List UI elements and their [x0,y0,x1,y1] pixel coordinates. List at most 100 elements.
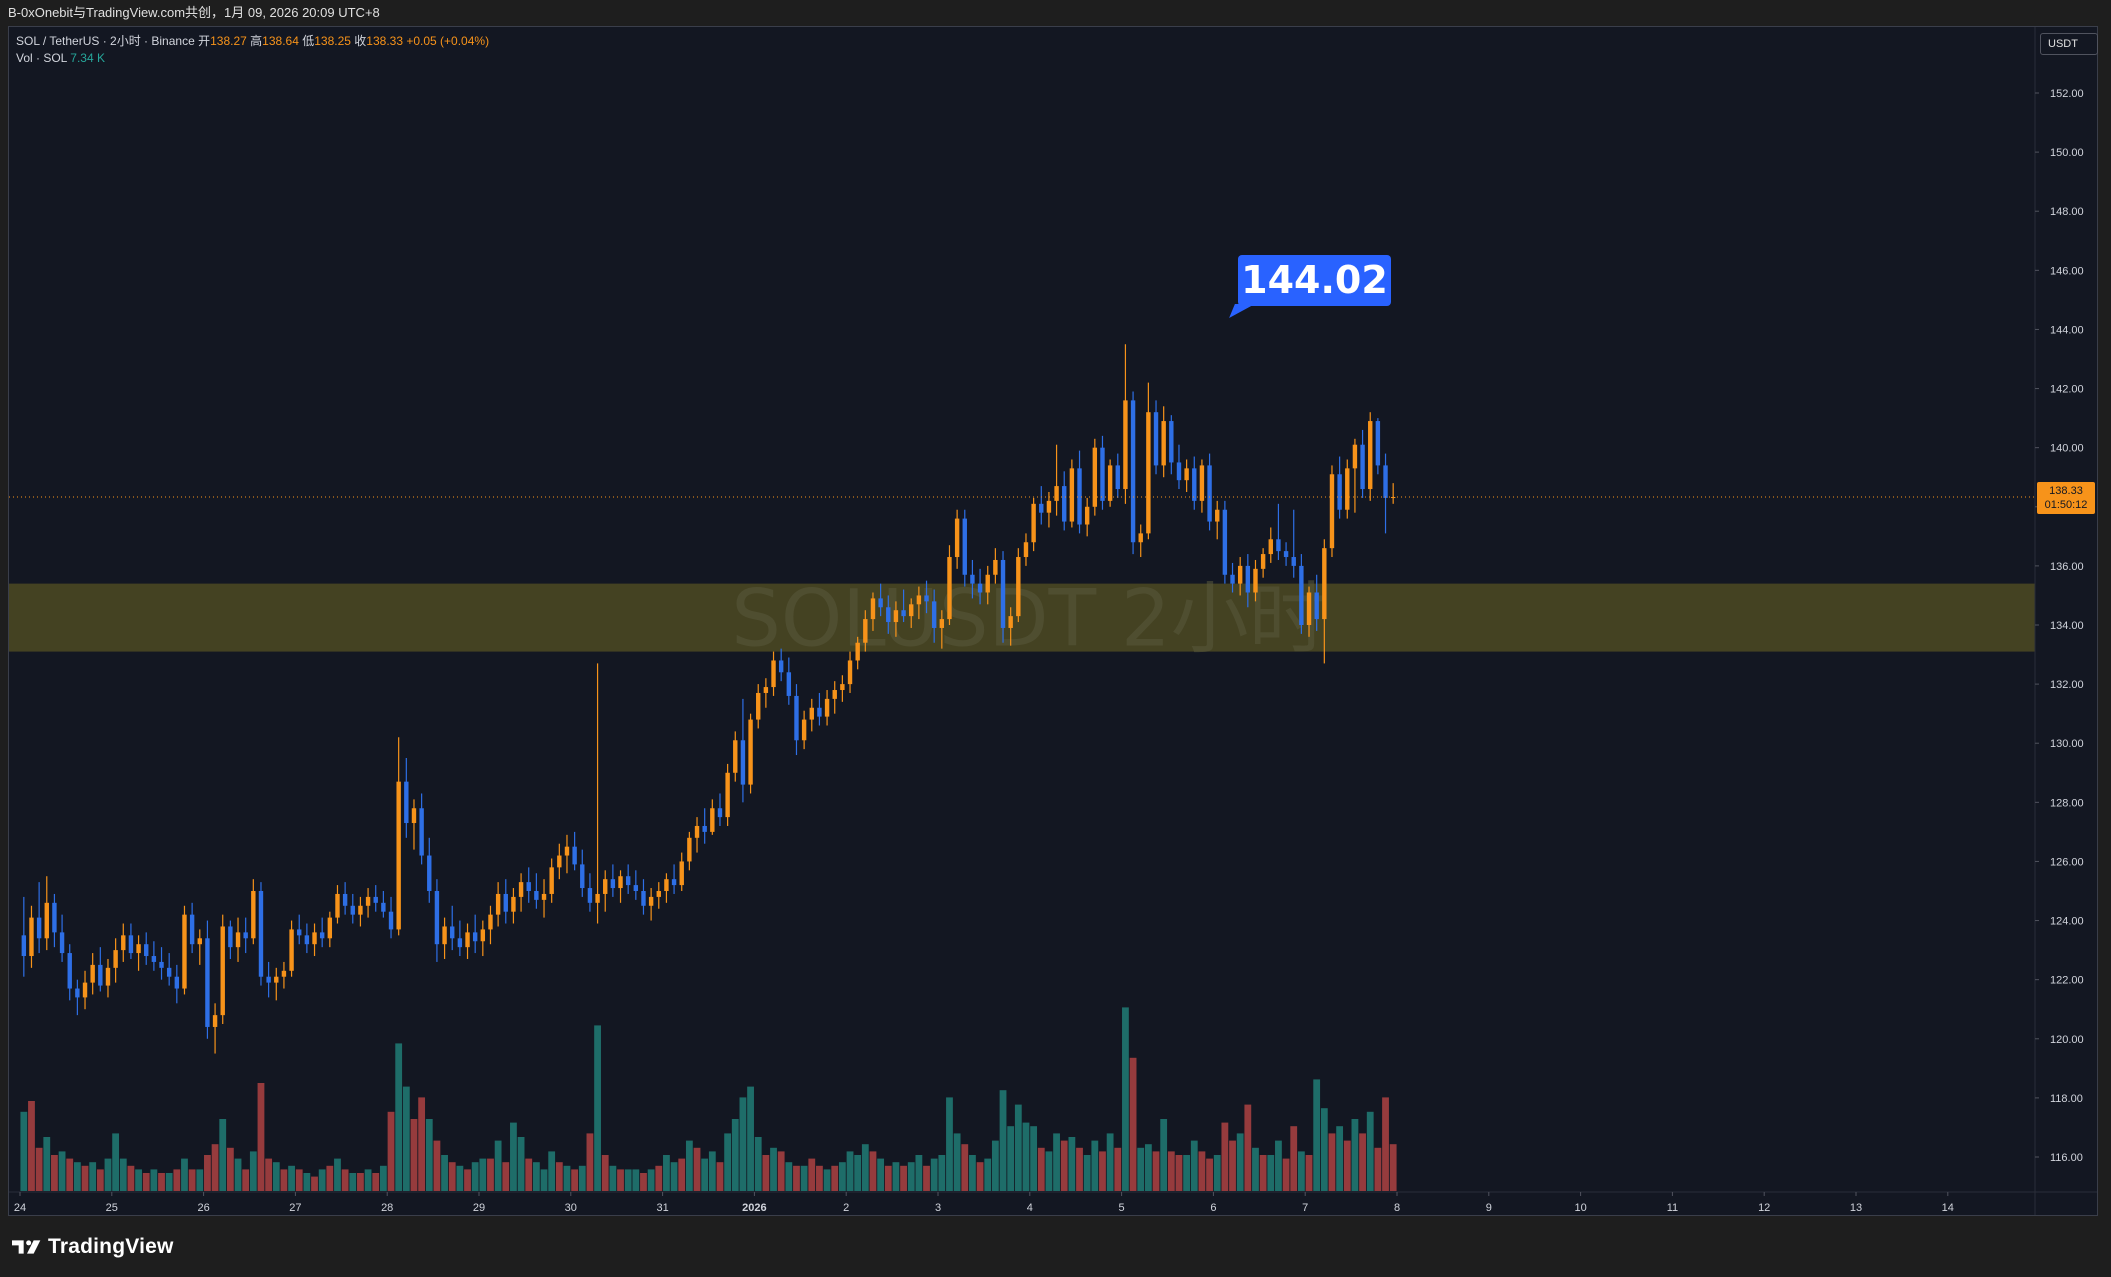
candle[interactable] [572,831,577,871]
candle[interactable] [549,858,554,903]
candle[interactable] [495,882,501,927]
candle[interactable] [886,595,891,634]
price-chart[interactable]: SOLUSDT 2小时 152.00 150.00 148.00 146.00 144.… [9,27,2097,1215]
candle[interactable] [931,589,937,643]
candle[interactable] [1077,450,1082,534]
candle[interactable] [1084,497,1090,537]
candle[interactable] [1268,527,1273,563]
candle[interactable] [710,799,715,835]
candle[interactable] [664,873,669,903]
candle[interactable] [189,902,195,954]
currency-selector[interactable]: USDT [2040,33,2098,55]
candle[interactable] [472,914,478,954]
candle[interactable] [671,864,677,894]
chart-panel[interactable]: SOLUSDT 2小时 152.00 150.00 148.00 146.00 144.… [8,26,2098,1216]
candle[interactable] [327,911,333,948]
candle[interactable] [1192,456,1197,510]
candle[interactable] [694,817,700,853]
candle[interactable] [1222,500,1228,584]
candle[interactable] [136,935,141,971]
candle[interactable] [274,967,279,1001]
candle[interactable] [396,737,401,936]
candle[interactable] [251,879,256,945]
candle[interactable] [388,896,394,939]
candle[interactable] [970,559,975,599]
candle[interactable] [98,947,103,992]
candle[interactable] [526,867,531,903]
candle[interactable] [1283,542,1289,566]
candle[interactable] [1245,554,1251,608]
candle[interactable] [212,1003,218,1054]
candle[interactable] [235,917,241,962]
candle[interactable] [197,929,202,965]
candle[interactable] [266,961,271,998]
candle[interactable] [977,568,983,605]
candle[interactable] [679,852,684,891]
candle[interactable] [1329,465,1335,558]
candle[interactable] [786,657,792,705]
candle[interactable] [312,923,317,957]
candle[interactable] [771,651,776,696]
candle[interactable] [128,923,134,959]
candle[interactable] [587,873,593,912]
candle[interactable] [373,885,378,912]
candle[interactable] [656,882,661,909]
candle[interactable] [564,834,570,874]
candle[interactable] [365,888,371,918]
candle[interactable] [29,905,34,968]
candle[interactable] [1039,486,1044,525]
candle[interactable] [962,509,967,587]
candle[interactable] [228,920,233,959]
candle[interactable] [457,920,463,957]
candle[interactable] [847,651,853,693]
candle[interactable] [1161,406,1166,478]
candle[interactable] [75,979,80,1016]
candle[interactable] [633,870,639,900]
candle[interactable] [1069,459,1075,528]
candle[interactable] [335,885,340,924]
candle[interactable] [801,710,807,750]
candle[interactable] [817,692,822,726]
price-callout[interactable]: 144.02 [1238,255,1391,306]
candle[interactable] [1215,500,1220,540]
candle[interactable] [1306,586,1312,637]
candle[interactable] [144,932,149,965]
candle[interactable] [59,914,65,962]
candle[interactable] [52,893,57,948]
candle[interactable] [1153,400,1159,475]
candle[interactable] [993,548,998,584]
candle[interactable] [1314,574,1319,631]
candle[interactable] [151,941,157,971]
candle[interactable] [809,698,814,732]
candle[interactable] [174,964,180,1004]
candle[interactable] [1299,554,1304,634]
candle[interactable] [511,888,516,924]
candle[interactable] [748,713,753,794]
candle[interactable] [427,837,432,903]
candle[interactable] [1345,459,1350,519]
candle[interactable] [166,953,172,986]
candle[interactable] [113,938,118,983]
candle[interactable] [36,882,42,954]
candle[interactable] [1352,438,1358,513]
candle[interactable] [985,565,990,605]
candle[interactable] [832,681,837,714]
candle[interactable] [855,636,860,670]
candle[interactable] [411,799,417,850]
candle[interactable] [159,947,164,980]
candle[interactable] [21,896,27,977]
candle[interactable] [840,675,845,702]
symbol-line[interactable]: SOL / TetherUS · 2小时 · Binance [16,34,195,48]
candle[interactable] [281,961,287,989]
candle[interactable] [1000,551,1006,643]
candle[interactable] [1360,429,1365,498]
candle[interactable] [1100,435,1105,510]
candle[interactable] [1237,557,1243,596]
candle[interactable] [618,870,623,903]
candle[interactable] [304,923,310,954]
candle[interactable] [1375,418,1381,475]
candle[interactable] [465,923,470,959]
candle[interactable] [863,610,868,652]
candle[interactable] [756,684,761,729]
candle[interactable] [725,763,730,826]
